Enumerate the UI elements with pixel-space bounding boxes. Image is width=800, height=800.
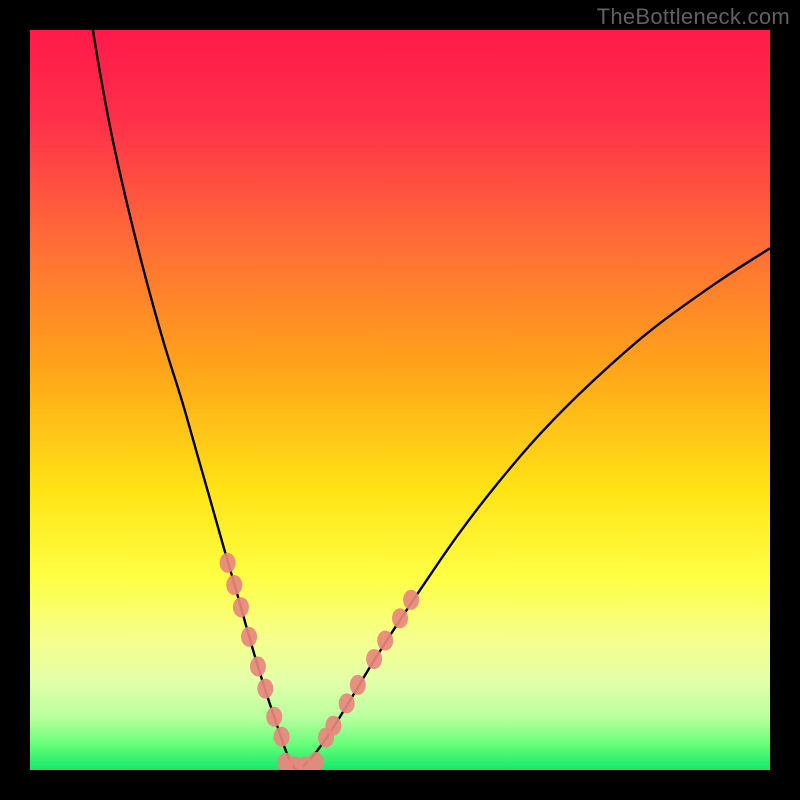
marker-right-4: [366, 649, 382, 669]
marker-left-6: [266, 707, 282, 727]
chart-stage: TheBottleneck.com: [0, 0, 800, 800]
marker-right-6: [392, 608, 408, 628]
marker-right-1: [325, 716, 341, 736]
marker-left-0: [220, 553, 236, 573]
marker-left-2: [233, 597, 249, 617]
marker-right-3: [350, 675, 366, 695]
chart-svg: [0, 0, 800, 800]
marker-left-7: [274, 727, 290, 747]
marker-right-5: [377, 631, 393, 651]
marker-left-3: [241, 627, 257, 647]
marker-left-5: [257, 679, 273, 699]
marker-right-2: [339, 693, 355, 713]
marker-right-7: [403, 590, 419, 610]
watermark-text: TheBottleneck.com: [597, 4, 790, 30]
marker-bottom-3: [308, 752, 324, 772]
marker-left-1: [226, 575, 242, 595]
marker-left-4: [250, 656, 266, 676]
